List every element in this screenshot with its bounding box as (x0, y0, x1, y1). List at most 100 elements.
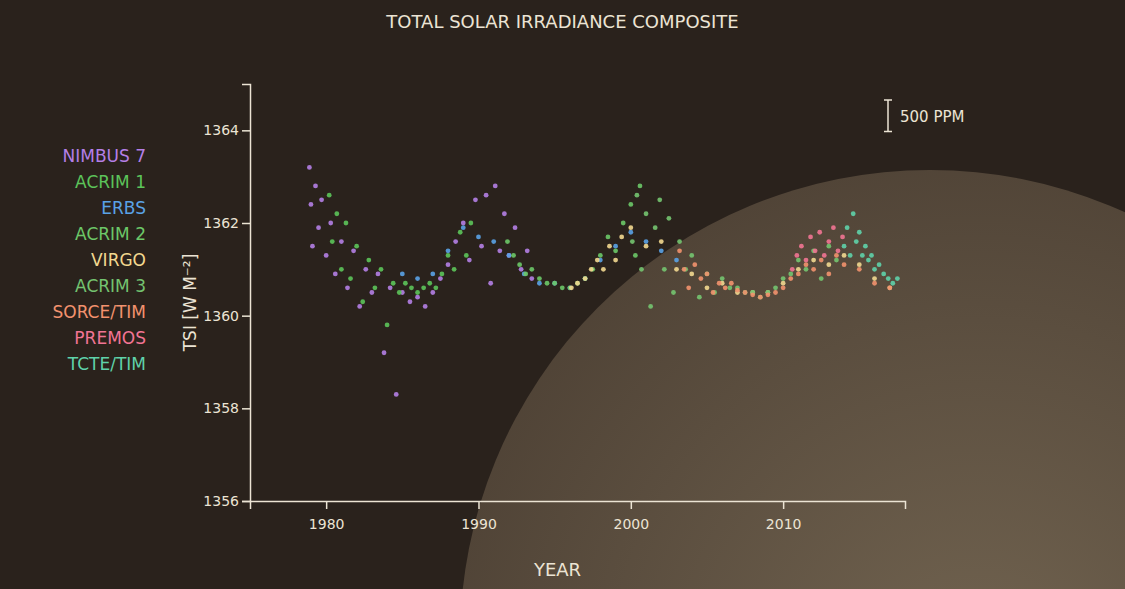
point (525, 248, 530, 253)
point (619, 235, 624, 240)
point (796, 258, 801, 263)
point (452, 267, 457, 272)
point (653, 225, 658, 230)
tick-label: 1356 (203, 493, 239, 509)
point (781, 276, 786, 281)
point (575, 281, 580, 286)
point (872, 267, 877, 272)
point (831, 225, 836, 230)
axis-line (242, 85, 251, 502)
point (484, 193, 489, 198)
tick: 1364 (203, 122, 250, 138)
legend-entry: ACRIM 3 (75, 276, 146, 296)
point (613, 248, 618, 253)
point (427, 281, 432, 286)
point (717, 281, 722, 286)
point (409, 285, 414, 290)
point (423, 304, 428, 309)
tick-mark (242, 315, 250, 317)
point (689, 253, 694, 258)
point (333, 272, 338, 277)
scale-bar-label: 500 PPM (900, 108, 964, 126)
point (842, 262, 847, 267)
point (674, 258, 679, 263)
point (682, 267, 687, 272)
series (505, 184, 642, 291)
point (324, 253, 329, 258)
point (808, 235, 813, 240)
tick-mark (631, 501, 633, 509)
tick-label: 2000 (613, 516, 649, 532)
point (851, 211, 856, 216)
point (339, 267, 344, 272)
point (488, 281, 493, 286)
tick-label: 1980 (309, 516, 345, 532)
point (799, 244, 804, 249)
point (872, 276, 877, 281)
point (788, 276, 793, 281)
point (391, 281, 396, 286)
point (644, 211, 649, 216)
point (860, 253, 865, 258)
scale-bar: 500 PPM (884, 100, 964, 132)
point (804, 262, 809, 267)
tick: 1990 (461, 501, 497, 532)
tick: 1356 (203, 493, 250, 509)
tick-mark (326, 501, 328, 509)
point (505, 239, 510, 244)
point (842, 244, 847, 249)
point (537, 276, 542, 281)
point (330, 239, 335, 244)
point (826, 262, 831, 267)
point (657, 197, 662, 202)
point (415, 295, 420, 300)
point (327, 193, 332, 198)
point (421, 285, 426, 290)
point (373, 285, 378, 290)
point (440, 272, 445, 277)
series (569, 225, 892, 295)
point (648, 304, 653, 309)
point (697, 295, 702, 300)
point (446, 253, 451, 258)
point (467, 258, 472, 263)
point (415, 276, 420, 281)
point (601, 267, 606, 272)
tick-mark (478, 501, 480, 509)
point (464, 253, 469, 258)
point (376, 272, 381, 277)
point (811, 267, 816, 272)
point (866, 258, 871, 263)
point (863, 244, 868, 249)
point (872, 281, 877, 286)
point (621, 221, 626, 226)
point (834, 253, 839, 258)
point (743, 290, 748, 295)
point (363, 267, 368, 272)
point (758, 295, 763, 300)
point (845, 225, 850, 230)
tick-label: 1362 (203, 215, 239, 231)
point (502, 211, 507, 216)
tick-label: 1990 (461, 516, 497, 532)
point (638, 184, 643, 189)
point (635, 193, 640, 198)
scale-bar-line (887, 100, 889, 132)
point (307, 165, 312, 170)
point (773, 290, 778, 295)
point (677, 239, 682, 244)
y-axis-title: TSI [W M⁻²] (180, 254, 200, 353)
point (552, 281, 557, 286)
point (313, 184, 318, 189)
point (491, 239, 496, 244)
point (711, 290, 716, 295)
point (671, 290, 676, 295)
point (334, 211, 339, 216)
point (354, 244, 359, 249)
point (857, 267, 862, 272)
legend-entry: ACRIM 2 (75, 224, 146, 244)
point (519, 267, 524, 272)
point (639, 267, 644, 272)
point (613, 244, 618, 249)
point (385, 323, 390, 328)
